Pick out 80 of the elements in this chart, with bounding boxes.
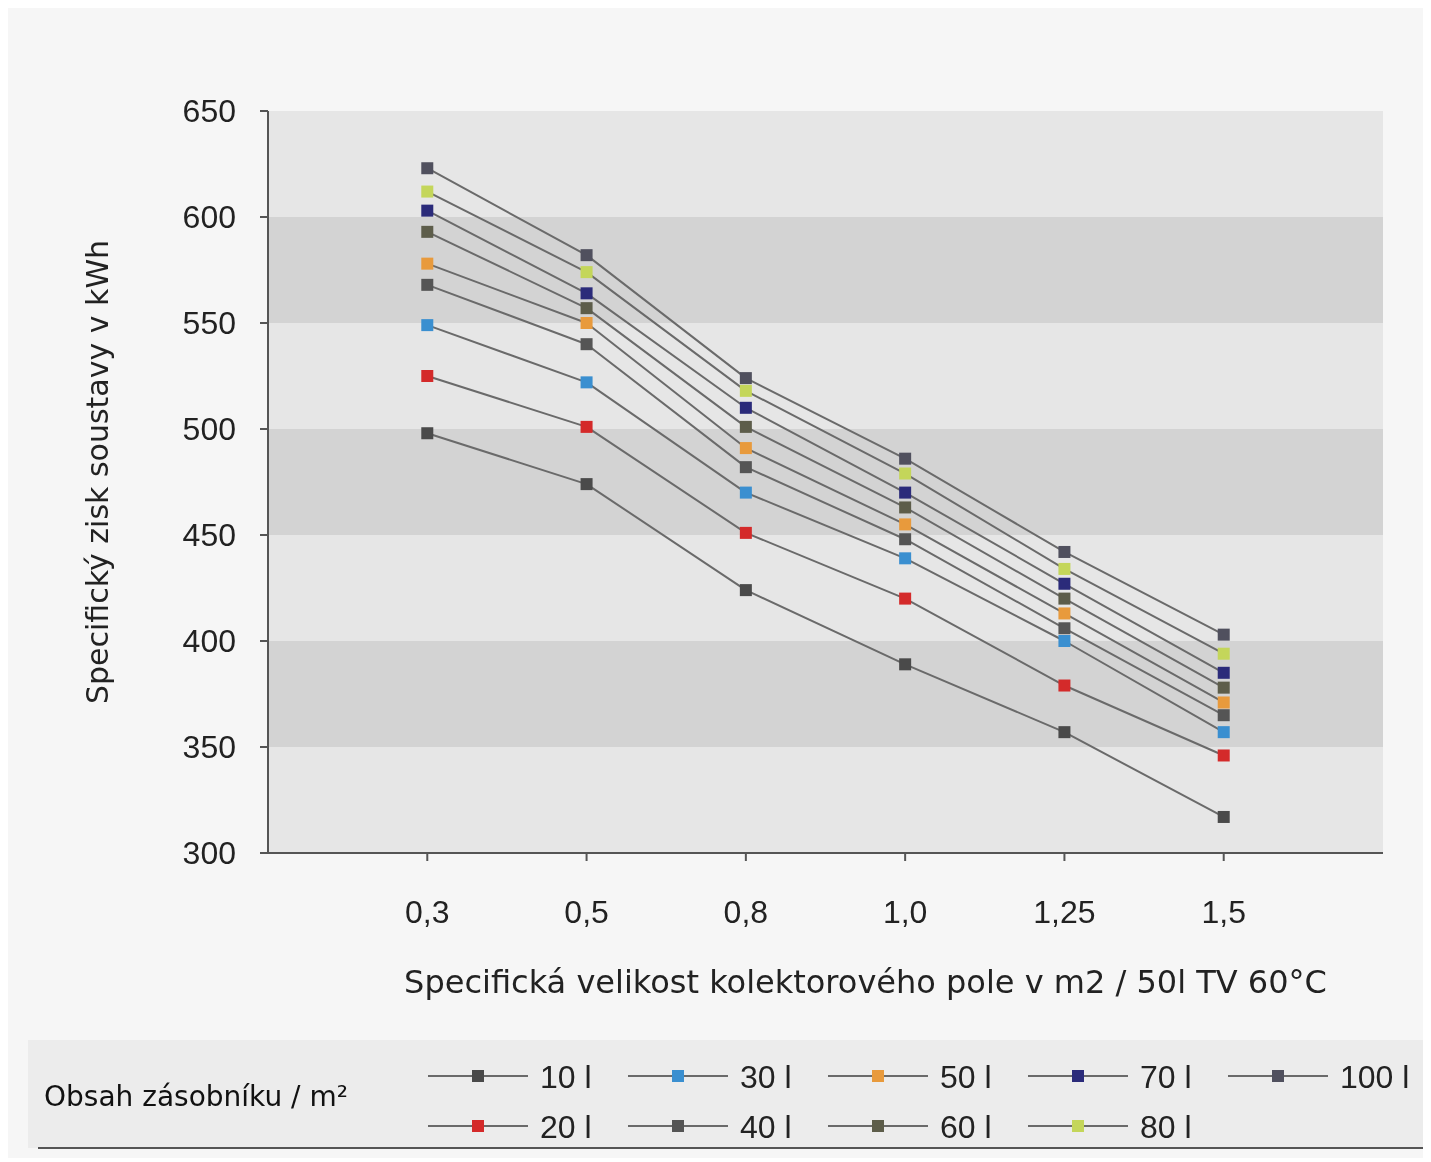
legend-label: 20 l	[540, 1109, 592, 1145]
x-tick-label: 0,8	[723, 894, 769, 930]
point	[1217, 696, 1230, 709]
point	[1217, 647, 1230, 660]
point	[1217, 709, 1230, 722]
point	[899, 467, 912, 480]
legend-label: 40 l	[740, 1109, 792, 1145]
point	[1217, 628, 1230, 641]
point	[1058, 635, 1071, 647]
point	[1058, 577, 1071, 590]
legend-label: 10 l	[540, 1059, 592, 1095]
point	[739, 384, 752, 397]
point	[421, 319, 434, 332]
point	[580, 376, 593, 389]
point	[739, 526, 752, 539]
legend-label: 100 l	[1340, 1059, 1410, 1095]
point	[1058, 679, 1071, 692]
point	[739, 584, 752, 597]
point	[421, 225, 434, 238]
point	[421, 427, 434, 440]
point	[1058, 726, 1071, 739]
point	[739, 420, 752, 433]
point	[421, 204, 434, 217]
point	[1217, 681, 1230, 694]
x-tick-label: 1,0	[882, 894, 928, 930]
y-tick-label: 350	[182, 729, 236, 766]
legend-label: 50 l	[940, 1059, 992, 1095]
y-tick-label: 300	[182, 835, 236, 872]
point	[739, 401, 752, 414]
point	[421, 162, 434, 175]
legend-title: Obsah zásobníku / m²	[44, 1080, 348, 1113]
x-tick-label: 1,5	[1201, 894, 1246, 930]
point	[580, 478, 593, 491]
x-axis-title: Specifická velikost kolektorového pole v m2 / 50l TV 60°C	[404, 963, 1327, 1001]
legend-label: 80 l	[1140, 1109, 1192, 1145]
y-tick-label: 600	[182, 199, 236, 236]
point	[899, 533, 912, 546]
point	[580, 302, 593, 315]
legend-label: 70 l	[1140, 1059, 1192, 1095]
y-tick-label: 650	[182, 93, 236, 130]
point	[421, 185, 434, 198]
point	[899, 486, 912, 499]
legend-label: 60 l	[940, 1109, 992, 1145]
point	[899, 452, 912, 465]
point	[1058, 562, 1071, 575]
y-tick-label: 450	[182, 517, 236, 554]
x-tick-label: 1,25	[1033, 894, 1096, 930]
y-tick-label: 550	[182, 305, 236, 342]
point	[1058, 545, 1071, 558]
point	[421, 370, 434, 382]
legend-label: 30 l	[740, 1059, 792, 1095]
point	[1217, 749, 1230, 762]
point	[899, 552, 912, 565]
point	[1217, 666, 1230, 679]
point	[899, 518, 912, 531]
point	[421, 257, 434, 270]
point	[1058, 607, 1071, 620]
point	[899, 658, 912, 671]
point	[580, 287, 593, 300]
y-tick-label: 500	[182, 411, 236, 448]
point	[1058, 592, 1071, 605]
y-tick-label: 400	[182, 623, 236, 660]
y-axis-title: Specifický zisk soustavy v kWh	[80, 239, 115, 705]
point	[739, 486, 752, 499]
point	[1217, 726, 1230, 739]
point	[899, 592, 912, 605]
point	[1058, 622, 1071, 635]
point	[580, 266, 593, 279]
point	[739, 442, 752, 455]
point	[580, 420, 593, 433]
point	[739, 461, 752, 474]
x-tick-label: 0,5	[564, 894, 609, 930]
point	[580, 249, 593, 262]
point	[1217, 810, 1230, 823]
point	[899, 501, 912, 514]
x-tick-label: 0,3	[405, 894, 450, 930]
point	[421, 278, 434, 291]
point	[580, 317, 593, 329]
point	[739, 372, 752, 385]
point	[580, 338, 593, 351]
